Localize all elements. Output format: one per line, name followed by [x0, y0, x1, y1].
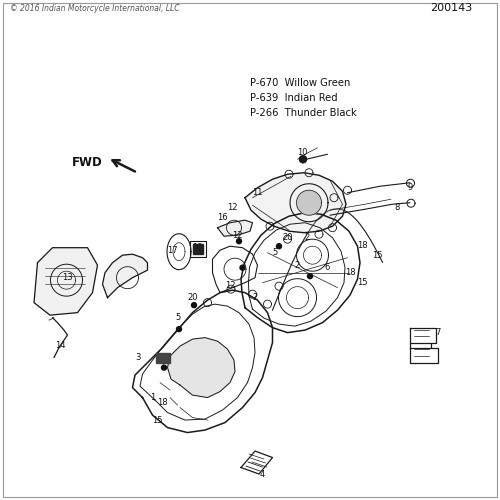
Polygon shape	[300, 156, 306, 163]
Text: 20: 20	[282, 233, 293, 242]
Polygon shape	[245, 172, 346, 233]
Text: 13: 13	[62, 273, 73, 282]
Text: 6: 6	[325, 263, 330, 272]
Polygon shape	[34, 248, 98, 315]
Text: 15: 15	[152, 416, 163, 424]
Text: 18: 18	[157, 398, 168, 407]
Text: 2: 2	[295, 260, 300, 270]
Text: 200143: 200143	[430, 3, 472, 13]
Text: 18: 18	[357, 240, 368, 250]
Text: 11: 11	[252, 188, 263, 197]
Text: 19: 19	[192, 243, 203, 252]
Text: 10: 10	[297, 148, 308, 158]
Polygon shape	[308, 274, 312, 278]
Text: © 2016 Indian Motorcycle International, LLC: © 2016 Indian Motorcycle International, …	[10, 4, 179, 13]
Polygon shape	[192, 302, 196, 308]
Polygon shape	[102, 254, 148, 298]
Text: 9: 9	[408, 183, 412, 192]
Text: P-670  Willow Green: P-670 Willow Green	[250, 78, 350, 88]
Text: 8: 8	[395, 203, 400, 212]
Text: 1: 1	[150, 393, 155, 402]
Text: 5: 5	[175, 313, 180, 322]
Polygon shape	[156, 352, 170, 362]
Text: 14: 14	[55, 340, 65, 349]
Text: 3: 3	[135, 353, 140, 362]
Text: 5: 5	[272, 248, 278, 257]
Text: 12: 12	[227, 203, 238, 212]
Text: 18: 18	[344, 268, 356, 277]
Text: 15: 15	[357, 278, 368, 287]
Text: 2: 2	[252, 293, 258, 302]
Polygon shape	[162, 365, 166, 370]
Polygon shape	[240, 265, 245, 270]
Text: FWD: FWD	[72, 156, 102, 170]
Polygon shape	[192, 244, 202, 254]
Text: 12: 12	[232, 230, 243, 239]
Polygon shape	[168, 338, 235, 398]
Text: P-639  Indian Red: P-639 Indian Red	[250, 93, 338, 103]
Polygon shape	[296, 190, 322, 215]
Text: 15: 15	[372, 250, 383, 260]
Text: 12: 12	[225, 280, 235, 289]
Polygon shape	[218, 220, 252, 236]
Text: 16: 16	[217, 213, 228, 222]
Text: P-266  Thunder Black: P-266 Thunder Black	[250, 108, 357, 118]
Text: 2: 2	[305, 233, 310, 242]
Polygon shape	[276, 244, 281, 248]
Polygon shape	[176, 326, 182, 332]
Polygon shape	[236, 238, 242, 244]
Text: 17: 17	[167, 246, 178, 254]
Text: 4: 4	[260, 470, 265, 478]
Text: 20: 20	[187, 293, 198, 302]
Text: 7: 7	[435, 328, 440, 337]
